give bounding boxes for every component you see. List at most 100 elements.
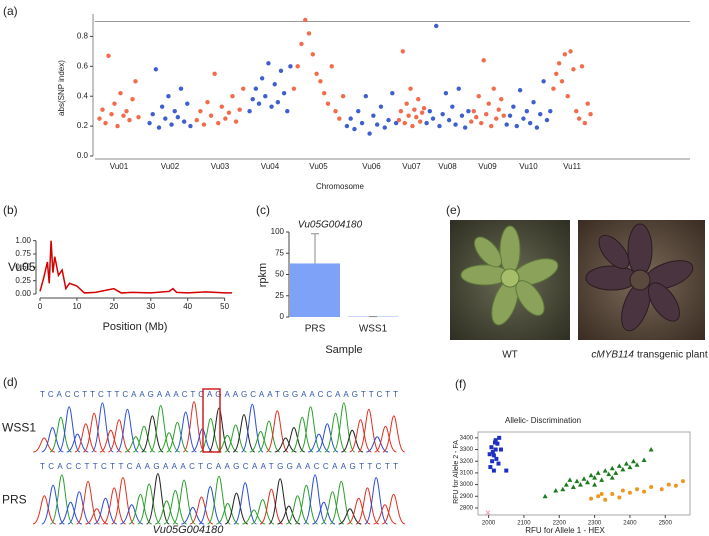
chart-title: Vu05G004180 [298,220,363,231]
point [659,487,664,492]
trace-peak [232,414,256,453]
snp-point [169,122,174,127]
point [609,465,615,471]
snp-point [212,71,217,76]
snp-point [348,116,353,121]
y-tick-label: 0.6 [77,61,89,70]
point [592,482,598,487]
snp-point [406,113,411,118]
trace-peak [199,417,222,453]
snp-point [424,120,429,126]
snp-point [412,107,417,112]
y-axis-label: RFU for Allele 2 - FA [453,440,460,504]
snp-point [121,113,126,118]
trace-peak [181,506,205,525]
trace-peak [382,493,406,525]
panel-label: (b) [3,203,18,217]
trace-peak [33,437,56,453]
snp-point [130,97,135,102]
trace-peak [303,474,327,525]
bar [290,263,340,317]
snp-point [374,122,380,127]
y-tick-label: 75 [275,248,284,257]
snp-point [511,104,516,109]
snp-point [434,23,439,29]
trace-peak [158,432,181,453]
point [642,489,647,494]
error-bar [311,233,319,264]
x-tick-label: Vu02 [161,162,180,171]
trace-peak [49,416,72,453]
x-tick-label: 2500 [659,521,673,527]
snp-point [404,101,409,106]
point [606,471,612,477]
x-tick-label: Vu06 [362,162,381,171]
point [635,487,639,492]
snp-point [459,113,465,118]
snp-point [288,64,293,69]
trace-peak [172,479,196,525]
snp-point [344,123,350,129]
snp-point [419,110,425,115]
snp-point [306,31,312,36]
snp-point [579,64,585,69]
snp-point [489,123,494,129]
x-tick-label: 20 [109,302,118,311]
point [577,482,583,487]
point [634,462,640,467]
trace-peak [349,419,372,453]
snp-point [378,104,384,109]
trace-peak [268,478,292,525]
snp-point [109,111,114,117]
x-tick-label: 2400 [623,521,637,527]
snp-point [565,94,570,99]
trace-peak [41,484,65,525]
y-tick-label: 0.00 [15,289,31,298]
snp-point [150,111,155,117]
snp-point [278,68,284,74]
trace-peak [224,492,249,525]
snp-point [574,108,579,114]
snp-point [363,94,369,99]
y-tick-label: 0.2 [77,121,89,130]
y-tick-label: 0.75 [15,249,31,258]
point [648,447,654,452]
snp-point [100,107,105,112]
snp-point [337,116,342,121]
x-axis-label: Position (Mb) [103,321,168,333]
panel-label: (c) [256,203,270,217]
point [595,470,601,475]
trace-peak [316,423,339,453]
snp-point [517,88,523,93]
trace-peak [128,493,152,525]
snp-point [367,131,372,136]
snp-point [551,86,556,91]
trace-peak [307,433,330,453]
snp-point [259,76,265,81]
snp-point [198,108,203,114]
x-tick-label: 2200 [553,521,567,527]
trace-peak [57,406,81,453]
snp-point [548,108,553,114]
snp-point [527,120,533,126]
snp-point [106,53,111,59]
snp-point [416,97,421,102]
trace-peak [182,401,206,453]
y-tick-label: 2800 [460,506,474,512]
snp-point [133,79,138,84]
snp-point [446,117,452,123]
trace-peak [108,419,131,453]
snp-point [469,119,474,124]
point [542,493,548,499]
snp-point [456,86,461,91]
trace-peak [277,505,301,525]
snp-point [205,99,210,105]
point [493,447,498,452]
point [490,449,495,454]
snp-point [494,116,499,121]
snp-point [103,120,108,126]
trace-peak [364,476,389,525]
plant-photos [450,220,705,340]
snp-point [402,120,407,126]
snp-point [303,17,308,23]
